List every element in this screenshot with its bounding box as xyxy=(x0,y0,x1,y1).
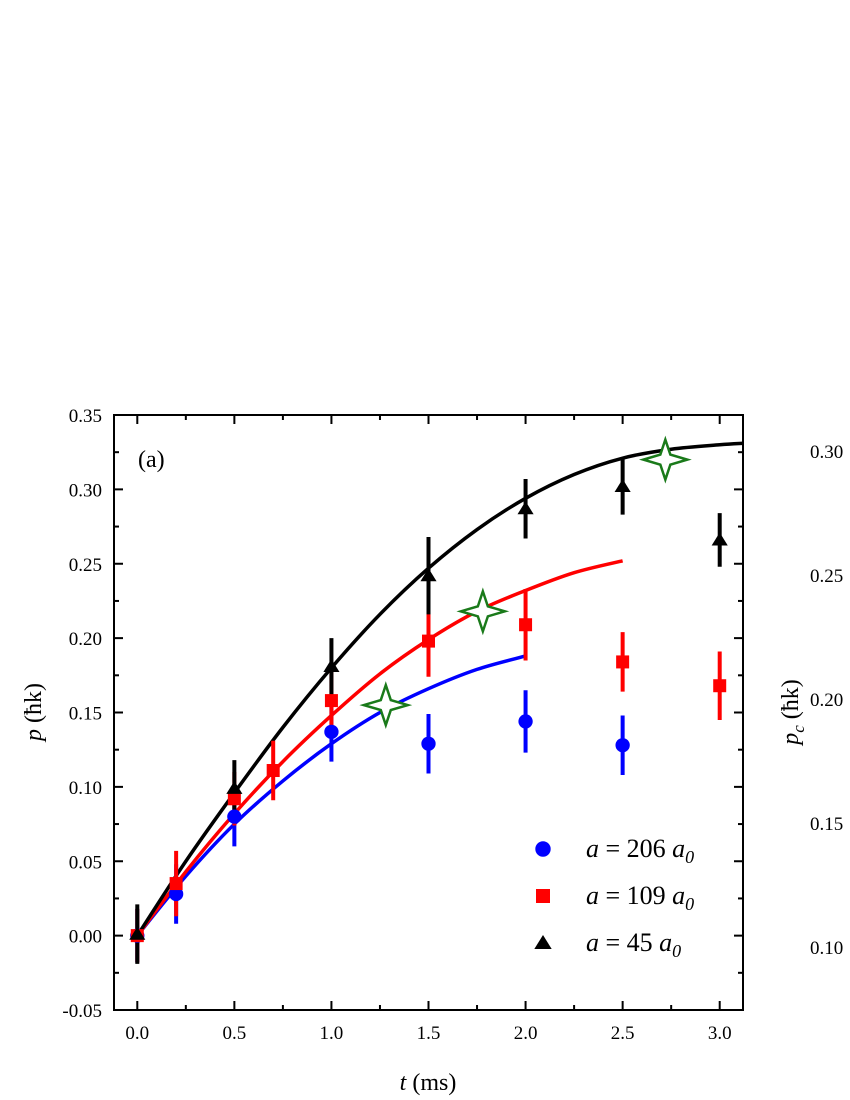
y-tick-label-b: 0.25 xyxy=(810,566,843,587)
x-axis-label: t (ms) xyxy=(400,1070,457,1096)
panel-label: (a) xyxy=(138,447,165,473)
legend-marker xyxy=(536,889,550,903)
y-tick-label-b: 0.15 xyxy=(810,814,843,835)
data-point-square xyxy=(713,679,727,693)
y-axis-subscript-b: c xyxy=(789,725,808,733)
data-point-square xyxy=(169,877,183,891)
y-axis-unit-b: (ħk) xyxy=(778,679,804,725)
y-tick-label: 0.15 xyxy=(69,704,102,725)
plot-frame xyxy=(113,414,744,1011)
legend-var: a xyxy=(586,881,599,910)
y-axis-variable-b: p xyxy=(778,733,804,747)
data-point-circle xyxy=(324,724,339,739)
data-point-square xyxy=(266,764,280,778)
data-point-circle xyxy=(168,886,184,902)
data-point-square xyxy=(519,618,533,632)
panel-b: pc (ħk) 0.30 0.25 0.20 0.15 0.10 xyxy=(778,442,843,959)
y-axis-label: p (ħk) xyxy=(21,683,47,743)
x-tick-label: 1.5 xyxy=(417,1023,441,1044)
legend-marker xyxy=(534,935,552,949)
legend-var: a xyxy=(586,834,599,863)
legend-sym: a xyxy=(659,928,672,957)
data-point-circle xyxy=(615,738,630,753)
y-tick-label: 0.25 xyxy=(69,555,102,576)
y-tick-label: 0.00 xyxy=(69,927,102,948)
legend-eq: = 206 xyxy=(599,834,672,863)
y-tick-label: 0.30 xyxy=(69,480,102,501)
data-point-circle xyxy=(421,736,436,751)
y-tick-label-b: 0.10 xyxy=(810,938,843,959)
x-tick-label: 1.0 xyxy=(320,1023,344,1044)
x-tick-label: 2.0 xyxy=(514,1023,538,1044)
y-tick-label: 0.35 xyxy=(69,406,102,427)
data-point-square xyxy=(227,792,241,806)
y-tick-label-b: 0.30 xyxy=(810,442,843,463)
y-tick-label: 0.05 xyxy=(69,852,102,873)
star-marker xyxy=(456,587,510,636)
data-point-square xyxy=(422,634,435,648)
data-point-circle xyxy=(518,714,533,729)
panel-a: 0.0 0.5 1.0 1.5 2.0 2.5 3.0 -0.05 0.00 0.05 0.10 0.… xyxy=(21,406,744,1096)
x-axis-unit: (ms) xyxy=(406,1070,456,1096)
legend-eq: = 109 xyxy=(599,881,672,910)
x-axis-variable: t xyxy=(400,1070,408,1096)
data-point-triangle xyxy=(226,780,243,794)
axis-ticks: 0.0 0.5 1.0 1.5 2.0 2.5 3.0 -0.05 0.00 0.05 0.10 0.… xyxy=(62,406,743,1044)
fit-curve xyxy=(135,654,527,937)
data-point-square xyxy=(616,655,630,669)
x-tick-label: 3.0 xyxy=(708,1023,732,1044)
y-ticks-b: 0.30 0.25 0.20 0.15 0.10 xyxy=(810,442,843,959)
legend-sym: a xyxy=(672,881,685,910)
star-marker xyxy=(359,681,413,730)
legend-eq: = 45 xyxy=(599,928,659,957)
legend-sub: 0 xyxy=(685,847,694,867)
legend-marker xyxy=(535,841,551,857)
y-axis-unit: (ħk) xyxy=(21,683,47,729)
y-tick-label: 0.10 xyxy=(69,778,102,799)
star-markers xyxy=(359,435,692,730)
y-axis-variable: p xyxy=(21,729,47,743)
x-tick-label: 0.0 xyxy=(125,1023,149,1044)
data-point-triangle xyxy=(614,478,631,492)
data-point-triangle xyxy=(129,926,146,940)
data-point-triangle xyxy=(323,658,340,672)
data-point-triangle xyxy=(711,532,728,546)
star-marker xyxy=(638,435,692,484)
legend-label: a = 45 a0 xyxy=(586,928,681,961)
data-point-circle xyxy=(227,809,242,824)
y-tick-label-b: 0.20 xyxy=(810,690,843,711)
x-tick-label: 0.5 xyxy=(222,1023,246,1044)
legend-label: a = 206 a0 xyxy=(586,834,694,867)
data-point-triangle xyxy=(420,568,437,582)
legend: a = 206 a0a = 109 a0a = 45 a0 xyxy=(534,834,694,961)
y-axis-label-b: pc (ħk) xyxy=(778,679,808,747)
x-tick-label: 2.5 xyxy=(611,1023,635,1044)
legend-sub: 0 xyxy=(685,894,694,914)
y-tick-label: 0.20 xyxy=(69,629,102,650)
data-point-square xyxy=(324,694,338,708)
data-markers xyxy=(129,478,728,943)
legend-label: a = 109 a0 xyxy=(586,881,694,914)
legend-var: a xyxy=(586,928,599,957)
legend-sym: a xyxy=(672,834,685,863)
y-tick-label: -0.05 xyxy=(62,1001,102,1022)
data-point-triangle xyxy=(517,501,534,515)
fit-curve xyxy=(135,559,624,937)
legend-sub: 0 xyxy=(672,941,681,961)
